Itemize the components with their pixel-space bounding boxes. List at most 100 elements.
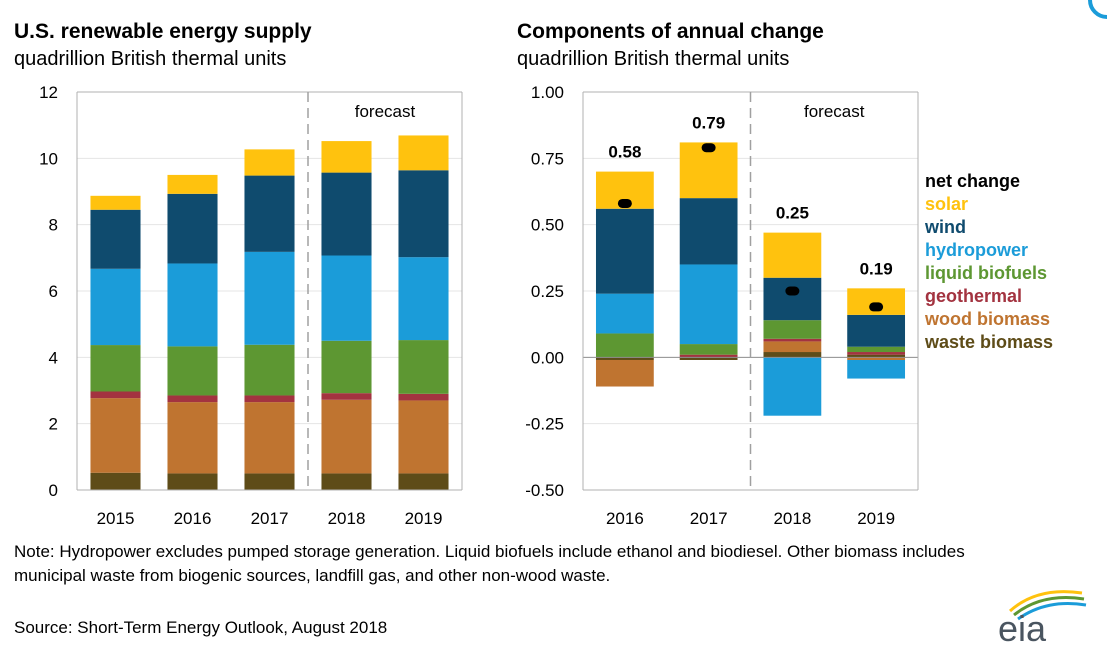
bar-segment-wind (167, 193, 218, 264)
legend-item-geothermal: geothermal (925, 286, 1023, 306)
bar-segment-geothermal (763, 338, 822, 342)
left-chart-title: U.S. renewable energy supply (14, 20, 312, 43)
x-tick-label: 2018 (328, 509, 366, 528)
bar-segment-liquid-biofuels (90, 345, 141, 392)
y-tick-label: 8 (49, 216, 58, 235)
legend-item-waste-biomass: waste biomass (925, 332, 1054, 352)
bar-segment-waste-biomass (763, 352, 822, 358)
bar-segment-waste-biomass (847, 354, 906, 358)
right-chart-title: Components of annual change (517, 20, 824, 43)
right-chart-subtitle: quadrillion British thermal units (517, 48, 790, 70)
x-tick-label: 2017 (690, 509, 728, 528)
net-change-label: 0.79 (692, 113, 725, 132)
bar-segment-liquid-biofuels (244, 344, 295, 396)
legend: net change solar wind hydropower liquid biof… (925, 170, 1053, 354)
bar-segment-hydropower (167, 263, 218, 347)
bar-segment-wood-biomass (244, 402, 295, 474)
legend-item-net-change: net change (925, 171, 1021, 191)
net-change-marker (869, 302, 884, 312)
legend-item-hydropower: hydropower (925, 240, 1029, 260)
bar-segment-hydropower (321, 255, 372, 341)
bar-segment-wood-biomass (847, 357, 906, 360)
y-tick-label: 10 (39, 149, 58, 168)
y-tick-label: -0.25 (525, 415, 564, 434)
bar-segment-waste-biomass (244, 473, 295, 490)
eia-logo-mark: eia (998, 590, 1087, 649)
left-stacked-bar-chart: 0 2 4 6 8 10 12 2015 2016 2017 2018 2019 forecast (39, 83, 463, 528)
forecast-label: forecast (355, 102, 416, 121)
bar-segment-wind (398, 170, 449, 258)
bar-segment-wood-biomass (90, 398, 141, 473)
x-tick-label: 2016 (606, 509, 644, 528)
bar-segment-wood-biomass (595, 359, 654, 387)
bar-segment-waste-biomass (167, 473, 218, 490)
right-stacked-bar-chart: -0.50 -0.25 0.00 0.25 0.50 0.75 1.00 2016 2017 20… (525, 83, 919, 528)
bar-segment-solar (90, 195, 141, 210)
y-tick-label: 12 (39, 83, 58, 102)
y-tick-label: 2 (49, 415, 58, 434)
net-change-label: 0.58 (608, 143, 641, 162)
left-chart-subtitle: quadrillion British thermal units (14, 48, 287, 70)
y-tick-label: 0.25 (531, 282, 564, 301)
bar-segment-waste-biomass (679, 357, 738, 360)
bar-segment-solar (167, 174, 218, 194)
bar-segment-geothermal (847, 352, 906, 355)
bar-segment-wind (763, 277, 822, 321)
net-change-label: 0.25 (776, 204, 809, 223)
bar-segment-wind (847, 314, 906, 347)
x-tick-label: 2017 (251, 509, 289, 528)
bar-segment-geothermal (90, 391, 141, 399)
bar-segment-hydropower (90, 268, 141, 346)
bar-segment-wind (321, 172, 372, 256)
y-tick-label: 1.00 (531, 83, 564, 102)
bar-segment-hydropower (763, 357, 822, 416)
bar-segment-geothermal (167, 395, 218, 403)
legend-item-liquid-biofuels: liquid biofuels (925, 263, 1047, 283)
y-tick-label: 0.50 (531, 216, 564, 235)
bar-segment-wood-biomass (763, 341, 822, 353)
source-line: Source: Short-Term Energy Outlook, Augus… (14, 618, 388, 637)
bar-segment-wind (679, 198, 738, 265)
bar-segment-waste-biomass (90, 472, 141, 490)
bar-segment-hydropower (398, 257, 449, 341)
net-change-marker (785, 286, 800, 296)
y-tick-label: -0.50 (525, 481, 564, 500)
bar-segment-solar (244, 149, 295, 176)
net-change-marker (701, 143, 716, 153)
x-tick-label: 2018 (773, 509, 811, 528)
x-tick-label: 2019 (405, 509, 443, 528)
forecast-label: forecast (804, 102, 865, 121)
bar-segment-hydropower (679, 264, 738, 345)
bar-segment-solar (763, 232, 822, 278)
y-tick-label: 0.75 (531, 149, 564, 168)
bar-segment-waste-biomass (321, 473, 372, 490)
bar-segment-liquid-biofuels (595, 333, 654, 358)
bar-segment-waste-biomass (398, 473, 449, 490)
x-tick-label: 2016 (174, 509, 212, 528)
corner-badge-icon (1085, 0, 1107, 22)
bar-segment-wind (90, 209, 141, 269)
footnote: Note: Hydropower excludes pumped storage… (14, 542, 965, 585)
bar-segment-liquid-biofuels (398, 340, 449, 394)
x-tick-label: 2015 (97, 509, 135, 528)
bar-segment-wind (244, 175, 295, 252)
bar-segment-liquid-biofuels (321, 340, 372, 394)
bar-segment-liquid-biofuels (847, 346, 906, 353)
eia-logo-text: eia (998, 608, 1047, 645)
bar-segment-geothermal (244, 395, 295, 403)
bar-segment-liquid-biofuels (763, 320, 822, 339)
y-tick-label: 4 (49, 348, 58, 367)
bar-segment-wood-biomass (167, 402, 218, 474)
bar-segment-hydropower (595, 293, 654, 334)
bar-segment-solar (398, 135, 449, 171)
legend-item-wood-biomass: wood biomass (925, 309, 1051, 329)
bar-segment-liquid-biofuels (679, 344, 738, 355)
y-tick-label: 0 (49, 481, 58, 500)
eia-logo: eia (990, 585, 1090, 650)
y-tick-label: 0.00 (531, 348, 564, 367)
bar-segment-liquid-biofuels (167, 346, 218, 396)
net-change-label: 0.19 (860, 259, 893, 278)
bar-segment-geothermal (321, 393, 372, 400)
bar-segment-waste-biomass (595, 357, 654, 360)
bar-segment-solar (321, 141, 372, 173)
